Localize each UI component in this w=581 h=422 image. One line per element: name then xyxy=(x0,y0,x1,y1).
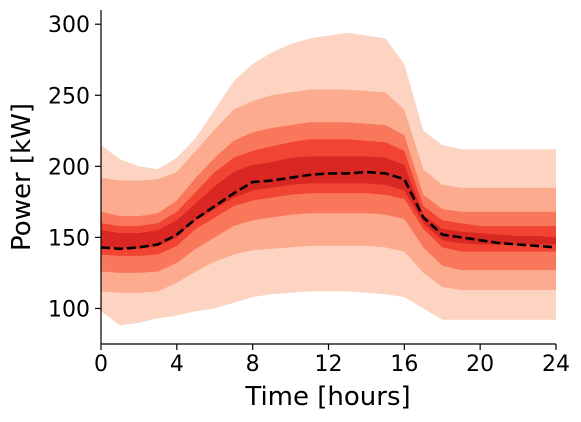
x-tick-label: 8 xyxy=(246,352,260,377)
y-tick-label: 250 xyxy=(48,84,90,109)
x-tick-label: 20 xyxy=(466,352,494,377)
y-axis-title: Power [kW] xyxy=(7,103,37,251)
median-line xyxy=(100,170,557,251)
x-ticks: 0 4 8 12 16 20 24 xyxy=(94,344,570,377)
median-series xyxy=(100,170,557,251)
y-tick-label: 300 xyxy=(48,13,90,38)
quantile-bands xyxy=(101,32,556,326)
x-tick-label: 4 xyxy=(170,352,184,377)
x-tick-label: 0 xyxy=(94,352,108,377)
x-axis-title: Time [hours] xyxy=(244,382,410,412)
x-tick-label: 24 xyxy=(542,352,570,377)
quantile-band-4 xyxy=(101,139,556,256)
y-tick-label: 150 xyxy=(48,226,90,251)
quantile-band-5 xyxy=(101,156,556,249)
y-ticks: 100 150 200 250 300 xyxy=(48,13,101,322)
y-tick-label: 100 xyxy=(48,297,90,322)
x-tick-label: 16 xyxy=(390,352,418,377)
x-tick-label: 12 xyxy=(315,352,343,377)
y-tick-label: 200 xyxy=(48,155,90,180)
